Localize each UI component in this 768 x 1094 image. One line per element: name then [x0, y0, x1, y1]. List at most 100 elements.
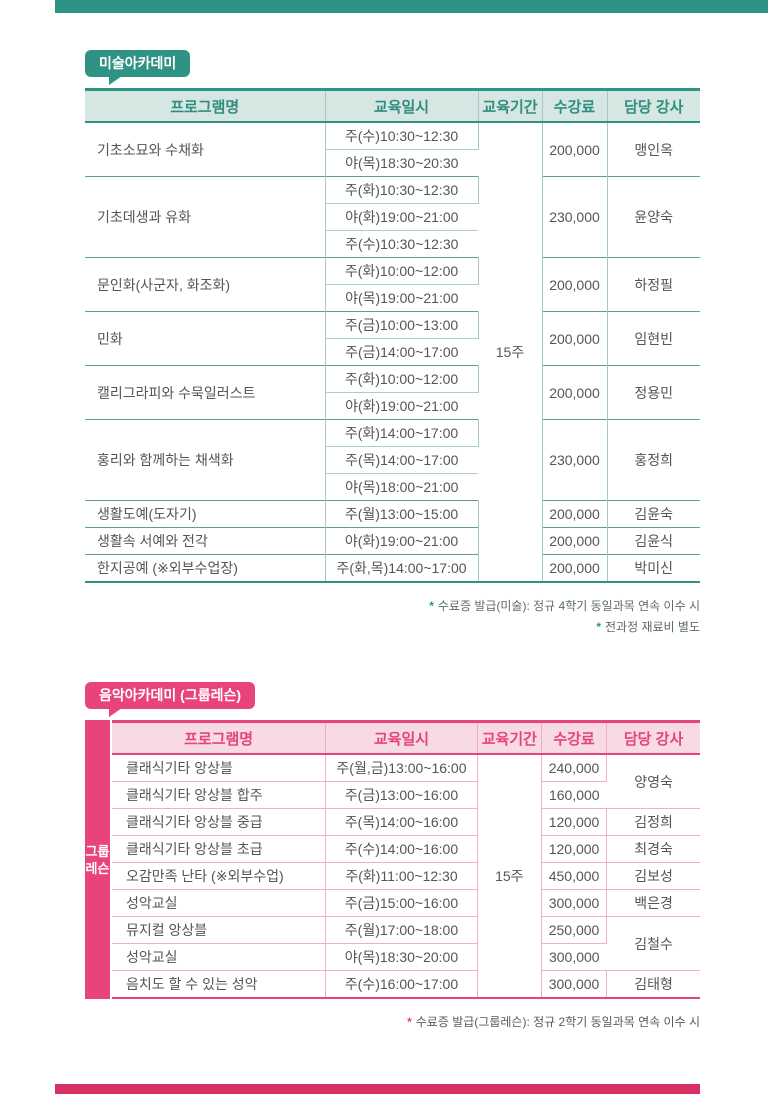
music-notes: * 수료증 발급(그룹레슨): 정규 2학기 동일과목 연속 이수 시: [85, 1012, 700, 1033]
footnote: * 수료증 발급(미술): 정규 4학기 동일과목 연속 이수 시: [85, 596, 700, 617]
schedule-cell: 주(화,목)14:00~17:00: [325, 554, 479, 582]
schedule-cell: 주(화)10:00~12:00: [325, 257, 479, 285]
fee-cell: 200,000: [542, 257, 608, 312]
schedule-cell: 주(목)14:00~16:00: [325, 808, 478, 836]
bottom-accent-bar: [55, 1084, 700, 1094]
art-section-badge-label: 미술아카데미: [99, 55, 177, 71]
program-name-cell: 생활도예(도자기): [85, 500, 326, 528]
column-header: 교육기간: [478, 89, 543, 123]
table-row: 생활도예(도자기) 주(월)13:00~15:00 200,000 김윤숙: [85, 500, 700, 528]
schedule-cell: 주(금)14:00~17:00: [325, 338, 478, 366]
teacher-cell: 김철수: [606, 916, 700, 971]
music-table-wrap: 그룹 레슨 프로그램명 교육일시 교육기간 수강료 담당 강사 클래식기타 앙상블 주(월,…: [85, 720, 700, 999]
schedule-cell: 야(화)19:00~21:00: [325, 392, 478, 420]
footnote-asterisk: *: [596, 620, 601, 634]
teacher-cell: 박미신: [607, 554, 700, 582]
program-name-cell: 캘리그라피와 수묵일러스트: [85, 365, 326, 420]
music-table-header: 프로그램명 교육일시 교육기간 수강료 담당 강사: [112, 721, 700, 755]
music-header-row: 프로그램명 교육일시 교육기간 수강료 담당 강사: [112, 721, 700, 755]
schedule-cell: 주(수)10:30~12:30: [325, 122, 479, 150]
table-row: 야(목)18:00~21:00: [85, 473, 700, 501]
program-name-cell: 클래식기타 앙상블: [112, 754, 327, 782]
program-name-cell: 오감만족 난타 (※외부수업): [112, 862, 327, 890]
table-row: 클래식기타 앙상블 중급 주(목)14:00~16:00 120,000 김정희: [112, 808, 700, 836]
fee-cell: 230,000: [542, 176, 608, 258]
art-header-row: 프로그램명 교육일시 교육기간 수강료 담당 강사: [85, 89, 700, 123]
footnote: * 수료증 발급(그룹레슨): 정규 2학기 동일과목 연속 이수 시: [85, 1012, 700, 1033]
art-notes: * 수료증 발급(미술): 정규 4학기 동일과목 연속 이수 시 * 전과정 재료비…: [85, 596, 700, 638]
schedule-cell: 주(화)14:00~17:00: [325, 419, 479, 447]
fee-cell: 120,000: [541, 808, 608, 836]
schedule-cell: 주(화)10:00~12:00: [325, 365, 479, 393]
column-header: 교육일시: [325, 89, 479, 123]
top-accent-bar: [55, 0, 768, 13]
schedule-cell: 주(월)13:00~15:00: [325, 500, 479, 528]
fee-cell: 200,000: [542, 500, 608, 528]
teacher-cell: 맹인옥: [634, 141, 674, 158]
column-header: 교육일시: [325, 721, 478, 755]
music-section-badge: 음악아카데미 (그룹레슨): [85, 682, 256, 717]
program-name-cell: 클래식기타 앙상블 합주: [112, 781, 327, 809]
program-name-cell: 성악교실: [112, 889, 327, 917]
schedule-cell: 주(금)13:00~16:00: [325, 781, 478, 809]
table-row: 클래식기타 앙상블 초급 주(수)14:00~16:00 120,000 최경숙: [112, 835, 700, 863]
table-row: 주(수)10:30~12:30: [85, 230, 700, 258]
fee-cell: 300,000: [541, 889, 608, 917]
schedule-cell: 주(수)14:00~16:00: [325, 835, 478, 863]
schedule-cell: 주(목)14:00~17:00: [325, 446, 478, 474]
footnote-asterisk: *: [407, 1015, 412, 1029]
teacher-cell: 정용민: [607, 365, 700, 420]
fee-cell: 450,000: [541, 862, 608, 890]
table-row: 주(금)14:00~17:00: [85, 338, 700, 366]
footnote: * 전과정 재료비 별도: [85, 617, 700, 638]
table-row: 한지공예 (※외부수업장) 주(화,목)14:00~17:00 200,000 박미신: [85, 554, 700, 582]
duration-cell: 15주: [478, 122, 543, 582]
schedule-cell: 주(화)10:30~12:30: [325, 176, 479, 204]
table-row: 음치도 할 수 있는 성악 주(수)16:00~17:00 300,000 김태형: [112, 970, 700, 998]
program-name-cell: 뮤지컬 앙상블: [112, 916, 327, 944]
schedule-cell: 야(목)19:00~21:00: [325, 284, 478, 312]
fee-cell: 200,000: [542, 122, 608, 177]
table-row: 기초소묘와 수채화 주(수)10:30~12:30 15주 200,000 맹인옥: [85, 122, 700, 582]
table-row: 문인화(사군자, 화조화) 주(화)10:00~12:00 200,000 하정필: [85, 257, 700, 312]
teacher-cell: 최경숙: [606, 835, 700, 863]
table-row: 기초데생과 유화 주(화)10:30~12:30 230,000 윤양숙: [85, 176, 700, 258]
music-table-body: 클래식기타 앙상블 주(월,금)13:00~16:00 15주 240,000 양영숙 클…: [112, 754, 700, 998]
teacher-cell: 김윤식: [607, 527, 700, 555]
side-label-line: 그룹: [85, 843, 110, 859]
table-row: 캘리그라피와 수묵일러스트 주(화)10:00~12:00 200,000 정용민: [85, 365, 700, 420]
teacher-cell: 김윤숙: [607, 500, 700, 528]
art-table-body: 기초소묘와 수채화 주(수)10:30~12:30 15주 200,000 맹인옥 야(목…: [85, 122, 700, 582]
table-row: 홍리와 함께하는 채색화 주(화)14:00~17:00 230,000 홍정희: [85, 419, 700, 501]
fee-cell: 120,000: [541, 835, 608, 863]
fee-cell: 240,000: [541, 754, 608, 782]
column-header: 프로그램명: [85, 89, 326, 123]
footnote-text: 전과정 재료비 별도: [605, 620, 700, 634]
program-name-cell: 민화: [85, 311, 326, 366]
table-row: 생활속 서예와 전각 야(화)19:00~21:00 200,000 김윤식: [85, 527, 700, 555]
program-name-cell: 문인화(사군자, 화조화): [85, 257, 326, 312]
art-table-header: 프로그램명 교육일시 교육기간 수강료 담당 강사: [85, 89, 700, 123]
teacher-cell: 김보성: [606, 862, 700, 890]
art-section-badge: 미술아카데미: [85, 50, 191, 85]
music-side-label: 그룹 레슨: [85, 720, 110, 999]
program-name-cell: 한지공예 (※외부수업장): [85, 554, 326, 582]
table-row: 야(목)18:30~20:30: [85, 149, 700, 177]
table-row: 성악교실 주(금)15:00~16:00 300,000 백은경: [112, 889, 700, 917]
side-label-line: 레슨: [85, 860, 110, 876]
table-row: 주(목)14:00~17:00: [85, 446, 700, 474]
program-name-cell: 클래식기타 앙상블 초급: [112, 835, 327, 863]
teacher-cell: 백은경: [606, 889, 700, 917]
column-header: 담당 강사: [606, 721, 700, 755]
program-name-cell: 성악교실: [112, 943, 327, 971]
table-row: 오감만족 난타 (※외부수업) 주(화)11:00~12:30 450,000 김보성: [112, 862, 700, 890]
footnote-asterisk: *: [429, 599, 434, 613]
schedule-cell: 주(화)11:00~12:30: [325, 862, 478, 890]
footnote-text: 수료증 발급(미술): 정규 4학기 동일과목 연속 이수 시: [437, 599, 700, 613]
teacher-cell: 홍정희: [607, 419, 700, 501]
table-row: 야(목)19:00~21:00: [85, 284, 700, 312]
fee-cell: 230,000: [542, 419, 608, 501]
fee-cell: 200,000: [542, 365, 608, 420]
column-header: 담당 강사: [607, 89, 700, 123]
program-name-cell: 홍리와 함께하는 채색화: [85, 419, 326, 501]
